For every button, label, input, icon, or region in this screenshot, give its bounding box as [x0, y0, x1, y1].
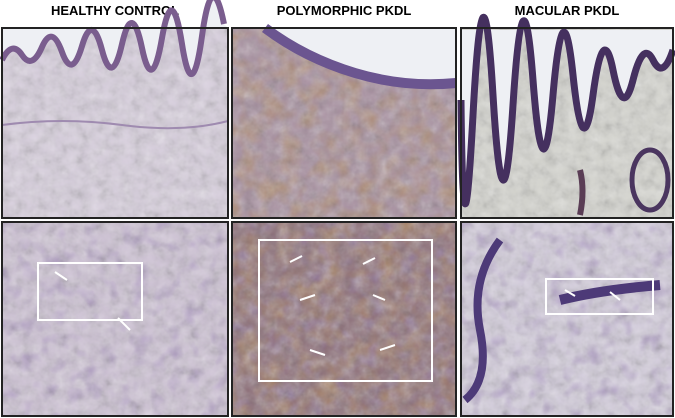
micrograph: [460, 221, 674, 417]
column-title: POLYMORPHIC PKDL: [277, 3, 412, 18]
column-title: HEALTHY CONTROL: [51, 3, 179, 18]
micrograph: [1, 221, 229, 417]
micrograph: [231, 23, 457, 219]
column-title: MACULAR PKDL: [515, 3, 620, 18]
micrograph: [231, 221, 457, 417]
micrograph: [0, 0, 229, 219]
micrograph: [457, 14, 675, 219]
